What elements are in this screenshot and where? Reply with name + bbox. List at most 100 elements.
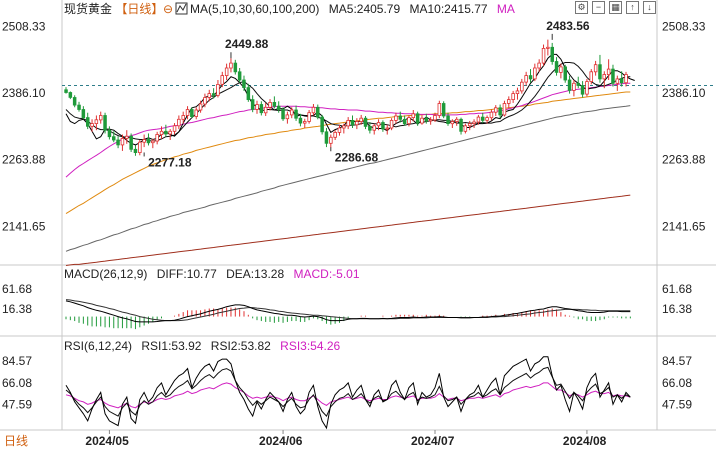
candle-body-86 — [437, 103, 442, 116]
annotation-label-1: 2277.18 — [148, 155, 192, 169]
candle-body-123 — [598, 64, 602, 80]
candle-body-5 — [86, 117, 90, 127]
rsi-plot — [65, 356, 631, 430]
settings-icon[interactable]: ⊖ — [163, 2, 173, 16]
candle-body-81 — [415, 113, 420, 124]
candle-body-23 — [164, 130, 168, 135]
candle-body-39 — [233, 62, 238, 73]
price-tick-left-3: 2141.65 — [2, 219, 46, 233]
candle-body-44 — [255, 104, 259, 110]
candle-body-65 — [346, 120, 350, 127]
candle-body-99 — [493, 107, 498, 113]
date-tick-2: 2024/07 — [411, 434, 455, 448]
candle-body-15 — [129, 135, 133, 150]
date-axis: 2024/05 2024/06 2024/07 2024/08 — [85, 430, 607, 448]
rsi-tick-left-0: 84.57 — [2, 354, 32, 368]
candles — [64, 39, 628, 156]
candle-body-0 — [64, 89, 68, 93]
rsi-tick-right-1: 66.08 — [662, 376, 692, 390]
candle-body-40 — [237, 71, 242, 81]
ma5-value: MA5:2405.79 — [329, 2, 401, 16]
candle-body-19 — [146, 139, 151, 144]
grid-icon[interactable]: ▦ — [609, 1, 622, 14]
candle-body-51 — [285, 114, 290, 120]
annotation-label-2: 2286.68 — [335, 150, 379, 164]
candle-body-58 — [315, 106, 320, 118]
candle-body-62 — [333, 131, 337, 138]
candle-body-116 — [567, 79, 572, 91]
ma-params: MA(5,10,30,60,100,200) — [190, 2, 319, 16]
candle-body-17 — [138, 141, 142, 153]
candle-body-102 — [506, 99, 511, 104]
candle-body-33 — [207, 93, 211, 98]
candle-body-71 — [372, 125, 376, 131]
ma10-line — [65, 62, 631, 142]
candle-body-9 — [103, 115, 107, 131]
candle-body-1 — [68, 92, 73, 98]
macd-dea: DEA:13.28 — [226, 267, 284, 281]
candle-body-101 — [502, 103, 507, 116]
minus-icon[interactable]: − — [592, 1, 605, 14]
toolbar: ⚙ − ▦ ↑ ↓ — [575, 1, 656, 14]
candle-body-52 — [289, 109, 294, 116]
candle-body-75 — [389, 120, 394, 129]
candle-body-113 — [554, 61, 559, 73]
candle-body-3 — [77, 104, 81, 110]
candle-body-103 — [511, 93, 515, 100]
candle-body-84 — [428, 119, 433, 122]
up-icon[interactable]: ↑ — [626, 1, 639, 14]
ma200-line — [65, 194, 631, 266]
candle-body-115 — [563, 66, 568, 81]
macd-plot — [65, 299, 631, 330]
candle-body-47 — [268, 102, 272, 108]
candle-body-43 — [250, 99, 255, 110]
candle-body-16 — [133, 148, 138, 154]
macd-tick-right-1: 16.38 — [662, 302, 692, 316]
candle-body-54 — [298, 117, 303, 124]
candle-body-27 — [181, 115, 185, 120]
candle-body-74 — [385, 127, 389, 130]
candle-body-91 — [459, 118, 463, 132]
candle-body-36 — [220, 75, 224, 85]
candle-body-117 — [572, 82, 576, 91]
candle-body-4 — [81, 109, 86, 119]
candle-body-119 — [580, 85, 585, 95]
candle-body-68 — [359, 117, 363, 122]
candle-body-90 — [454, 118, 459, 122]
ma5-line — [65, 53, 635, 146]
candle-body-120 — [585, 81, 589, 95]
candle-body-22 — [159, 130, 164, 136]
candle-body-59 — [320, 116, 324, 133]
candle-body-56 — [307, 112, 311, 122]
candle-body-88 — [446, 115, 450, 124]
candle-body-95 — [476, 116, 481, 123]
candle-body-8 — [99, 115, 103, 121]
candle-body-6 — [90, 123, 94, 127]
price-tick-right-1: 2386.10 — [662, 86, 706, 100]
candle-body-48 — [272, 102, 277, 107]
candle-body-121 — [589, 71, 594, 83]
header-line: 现货黄金 【日线】 — [64, 1, 163, 16]
candle-body-53 — [294, 109, 298, 119]
price-tick-right-0: 2508.33 — [662, 19, 706, 33]
candle-body-20 — [151, 140, 155, 144]
candle-body-69 — [363, 117, 368, 127]
candle-body-98 — [489, 111, 494, 119]
candle-body-61 — [329, 136, 333, 144]
candle-body-110 — [541, 48, 546, 64]
candle-body-105 — [520, 81, 524, 92]
ma30-line — [65, 82, 631, 178]
candle-body-79 — [407, 117, 411, 124]
period-tab[interactable]: 日线 — [4, 434, 28, 448]
rsi3-line — [65, 382, 631, 409]
rsi-tick-right-2: 47.59 — [662, 398, 692, 412]
candle-body-128 — [619, 78, 624, 84]
down-icon[interactable]: ↓ — [643, 1, 656, 14]
macd-tick-right-0: 61.68 — [662, 282, 692, 296]
candle-body-42 — [246, 87, 251, 100]
candle-body-77 — [398, 115, 402, 120]
settings-icon[interactable]: ⚙ — [575, 1, 588, 14]
candle-body-114 — [559, 66, 563, 73]
candle-body-18 — [142, 139, 146, 143]
candle-body-93 — [467, 123, 472, 127]
